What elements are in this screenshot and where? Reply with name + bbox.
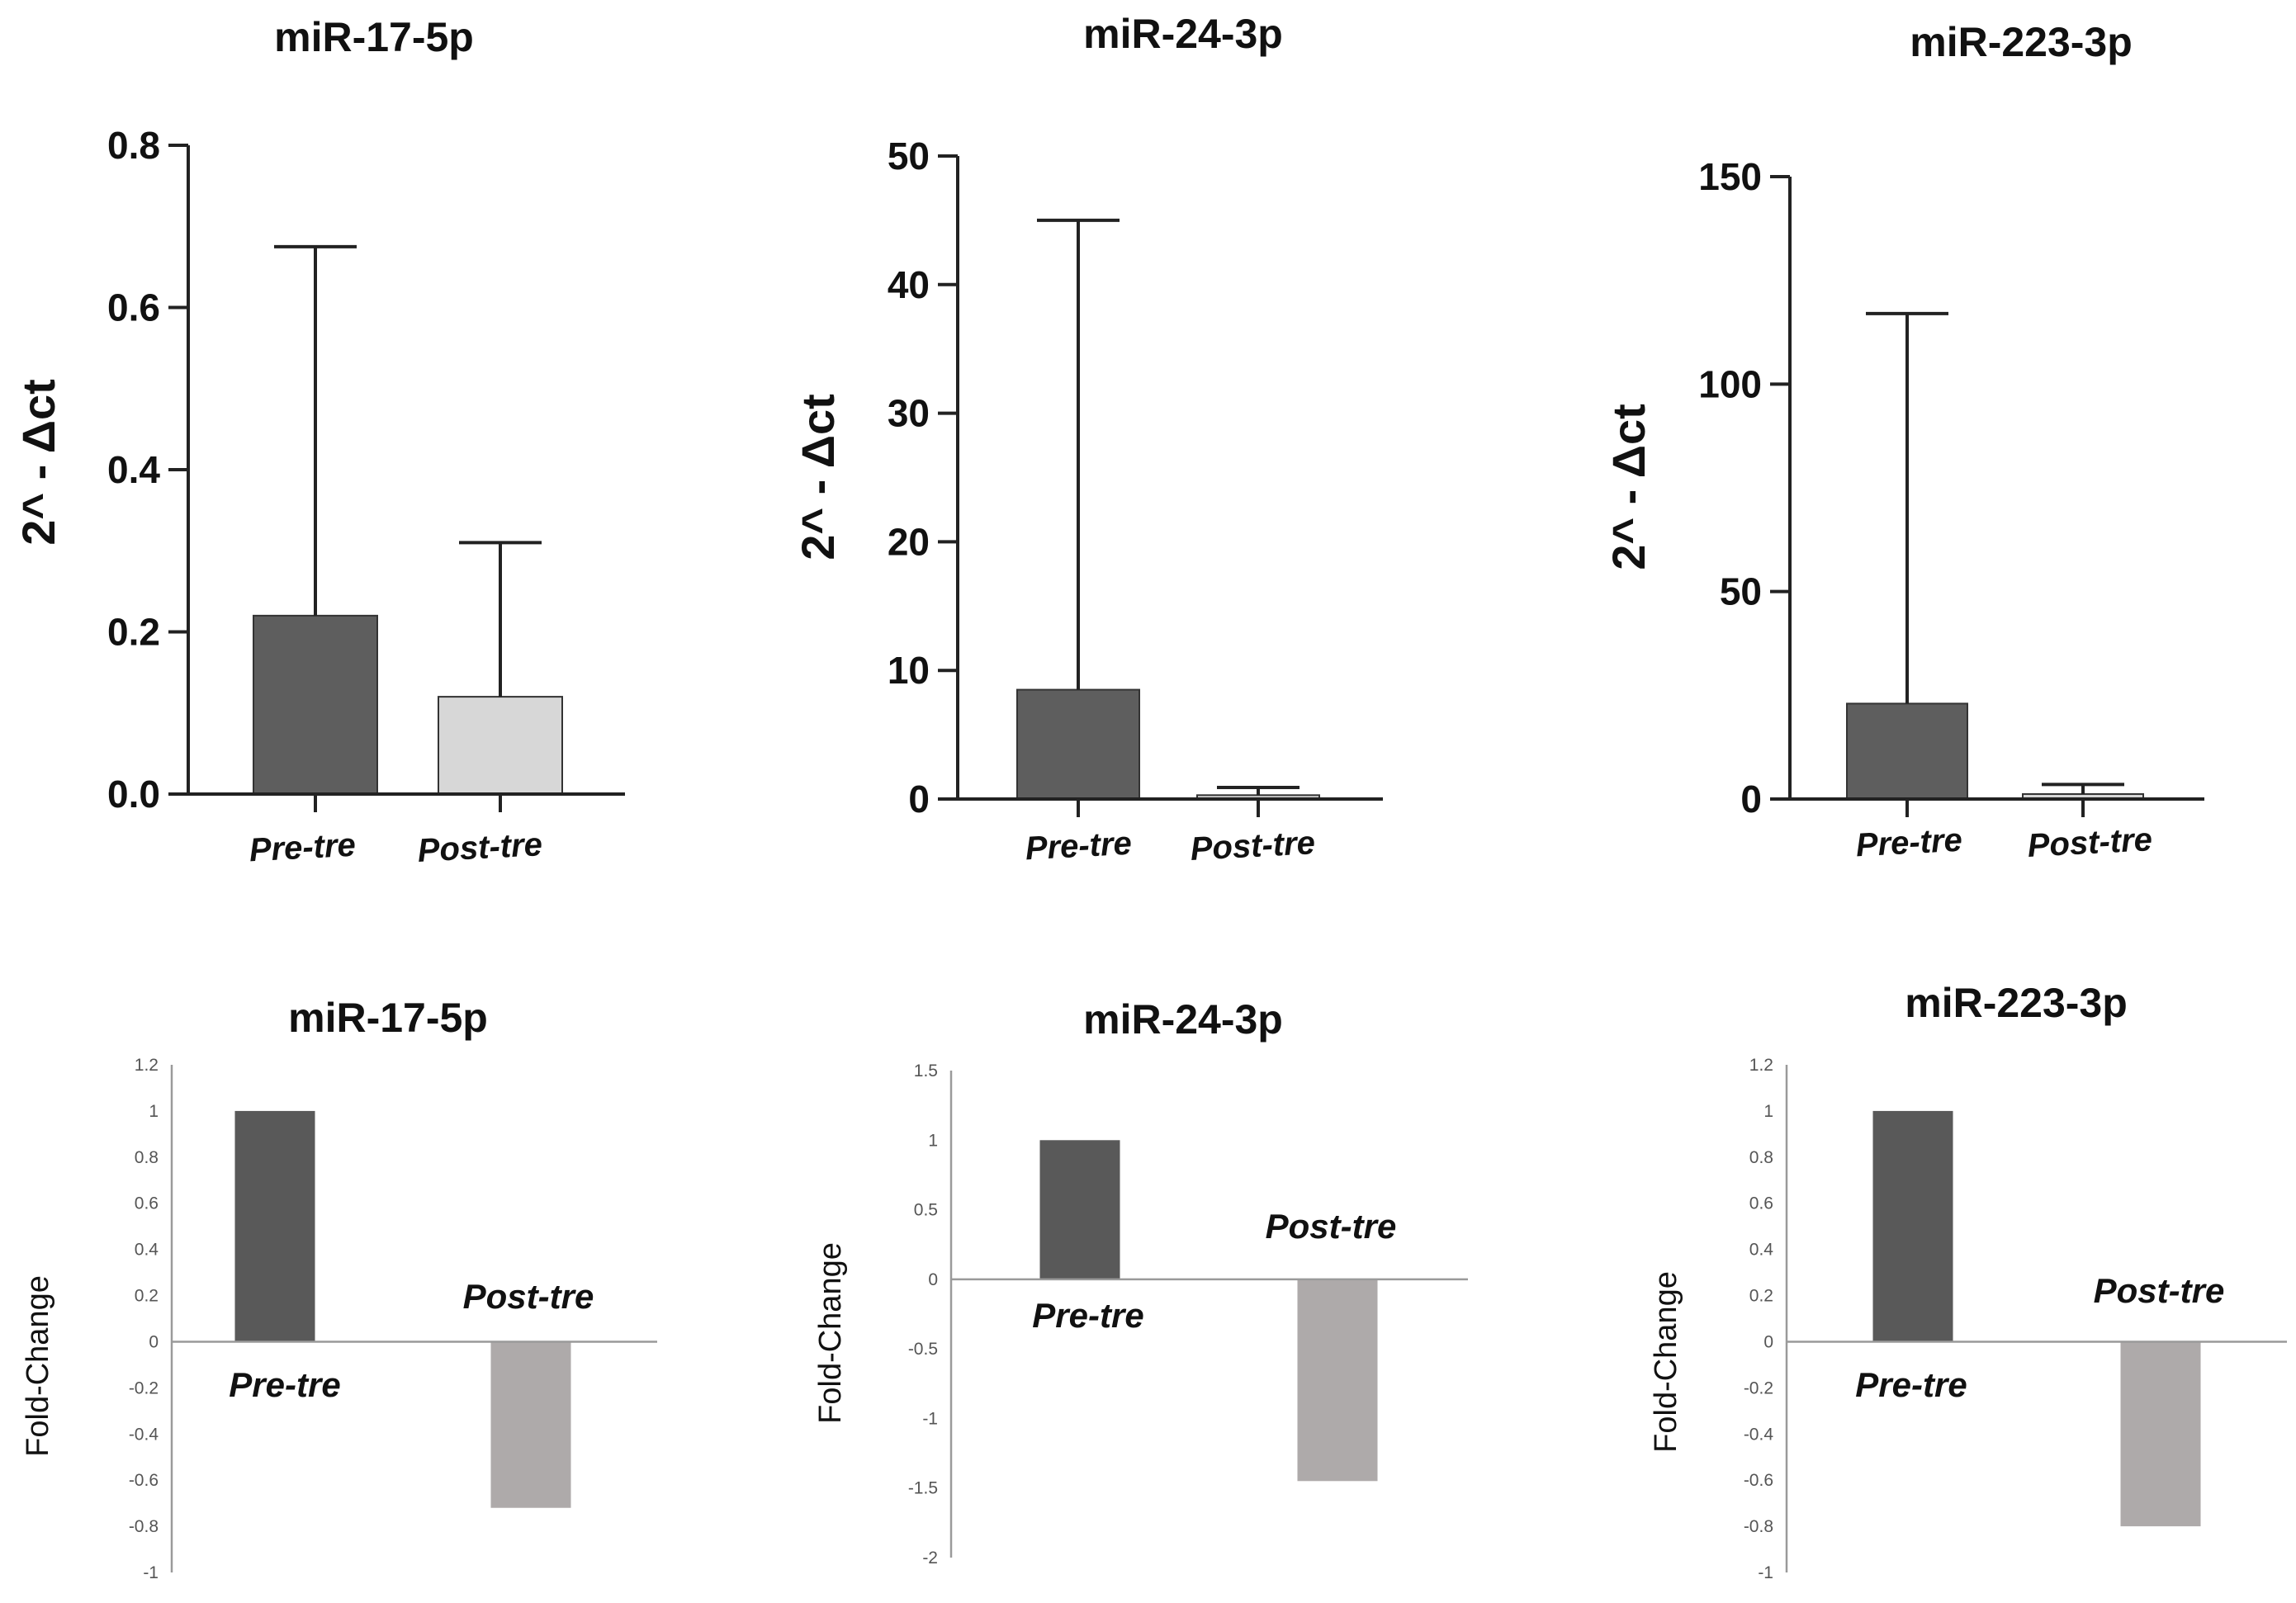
bar-pre-tre xyxy=(1872,1110,1953,1342)
y-tick-label: 0.4 xyxy=(1749,1241,1774,1260)
y-tick-label: 0.8 xyxy=(135,1148,159,1167)
category-label-post-tre: Post-tre xyxy=(1190,825,1316,868)
y-tick-label: 150 xyxy=(1698,155,1762,198)
y-tick-label: 10 xyxy=(888,649,930,692)
y-tick-label: -0.5 xyxy=(908,1340,938,1359)
bar-pre-tre xyxy=(1016,688,1140,800)
y-tick-label: -0.4 xyxy=(1744,1425,1774,1444)
y-tick-label: 50 xyxy=(1720,570,1762,613)
y-tick-label: -1 xyxy=(922,1409,938,1428)
bar-post-tre xyxy=(438,696,563,795)
y-tick-label: 50 xyxy=(888,135,930,177)
y-tick-label: 0.8 xyxy=(107,124,160,167)
y-tick-label: 0.0 xyxy=(107,773,160,816)
category-label-pre-tre: Pre-tre xyxy=(1025,825,1133,868)
category-label-pre-tre: Pre-tre xyxy=(1032,1296,1143,1335)
y-tick-label: 1 xyxy=(928,1131,938,1150)
chart-title: miR-223-3p xyxy=(1905,980,2128,1026)
y-axis-label: Fold-Change xyxy=(813,1242,848,1424)
y-tick-label: 100 xyxy=(1698,362,1762,405)
y-axis-label: 2^ - Δct xyxy=(1602,404,1655,570)
chart-mir24-fold-change: miR-24-3p Fold-Change 1.5 1 0.5 0 -0.5 -1 -1.5 -2… xyxy=(813,996,1468,1568)
category-label-post-tre: Post-tre xyxy=(417,826,543,869)
y-tick-label: 0 xyxy=(1740,778,1762,820)
y-tick-label: 1 xyxy=(1763,1102,1773,1121)
bar-post-tre xyxy=(490,1341,571,1508)
y-tick-label: -0.4 xyxy=(129,1425,159,1444)
y-tick-label: -2 xyxy=(922,1549,938,1568)
chart-mir17-ddct: miR-17-5p 2^ - Δct 0.0 0.2 0.4 0.6 0.8 Pre-tre P… xyxy=(12,14,625,869)
category-label-post-tre: Post-tre xyxy=(2027,821,2153,864)
category-label-pre-tre: Pre-tre xyxy=(249,827,357,869)
y-tick-label: -1 xyxy=(143,1563,159,1582)
chart-mir223-ddct: miR-223-3p 2^ - Δct 0 50 100 150 Pre-tre Post-t… xyxy=(1602,19,2204,864)
y-tick-label: 0.2 xyxy=(1749,1287,1773,1306)
y-tick-label: 0 xyxy=(908,778,930,820)
y-tick-label: 0.6 xyxy=(1749,1194,1773,1213)
category-label-pre-tre: Pre-tre xyxy=(229,1365,340,1404)
y-tick-label: 0.2 xyxy=(135,1287,159,1306)
y-axis-label: 2^ - Δct xyxy=(792,394,844,560)
y-tick-label: 0.6 xyxy=(135,1194,159,1213)
bar-pre-tre xyxy=(1039,1140,1120,1279)
chart-mir223-fold-change: miR-223-3p Fold-Change 1.2 1 0.8 0.6 0.4 0.2 0 -0… xyxy=(1649,980,2287,1582)
y-tick-label: 0.4 xyxy=(135,1241,159,1260)
y-tick-label: -1 xyxy=(1758,1563,1773,1582)
y-tick-label: 1.5 xyxy=(914,1062,938,1080)
chart-mir17-fold-change: miR-17-5p Fold-Change 1.2 1 0.8 0.6 0.4 0.2 0 -0.… xyxy=(21,995,657,1582)
y-tick-label: 0.4 xyxy=(107,448,160,491)
y-tick-label: -0.8 xyxy=(129,1517,159,1536)
y-tick-label: 30 xyxy=(888,392,930,435)
category-label-post-tre: Post-tre xyxy=(1266,1207,1397,1246)
chart-title: miR-17-5p xyxy=(288,995,488,1041)
bar-pre-tre xyxy=(234,1110,315,1342)
category-label-post-tre: Post-tre xyxy=(463,1277,594,1316)
y-tick-label: 1.2 xyxy=(135,1056,159,1075)
y-tick-label: -0.8 xyxy=(1744,1517,1773,1536)
y-tick-label: 0.8 xyxy=(1749,1148,1773,1167)
y-tick-label: -0.2 xyxy=(129,1378,159,1397)
y-tick-label: 0.2 xyxy=(107,611,160,654)
chart-title: miR-223-3p xyxy=(1910,19,2133,65)
y-axis-label: 2^ - Δct xyxy=(12,379,64,546)
y-tick-label: 20 xyxy=(888,520,930,563)
y-tick-label: -1.5 xyxy=(908,1479,938,1498)
y-tick-label: -0.6 xyxy=(129,1471,159,1490)
y-tick-label: 1 xyxy=(149,1102,159,1121)
category-label-pre-tre: Pre-tre xyxy=(1855,1365,1967,1404)
bar-post-tre xyxy=(1297,1279,1378,1482)
chart-title: miR-17-5p xyxy=(274,14,474,60)
chart-mir24-ddct: miR-24-3p 2^ - Δct 0 10 20 30 40 50 Pre-tre Post-… xyxy=(792,11,1383,868)
y-axis-label: Fold-Change xyxy=(1649,1271,1683,1453)
bar-pre-tre xyxy=(253,614,378,795)
y-tick-label: 0 xyxy=(928,1270,938,1289)
bar-post-tre xyxy=(2120,1341,2201,1527)
category-label-pre-tre: Pre-tre xyxy=(1855,822,1963,864)
y-tick-label: 0 xyxy=(149,1332,159,1351)
chart-title: miR-24-3p xyxy=(1083,11,1283,57)
y-tick-label: 0 xyxy=(1763,1332,1773,1351)
bar-pre-tre xyxy=(1846,702,1968,800)
y-tick-label: -0.6 xyxy=(1744,1471,1773,1490)
chart-title: miR-24-3p xyxy=(1083,996,1283,1043)
y-axis-label: Fold-Change xyxy=(21,1275,55,1457)
y-tick-label: 1.2 xyxy=(1749,1056,1773,1075)
y-tick-label: 40 xyxy=(888,263,930,306)
y-tick-label: -0.2 xyxy=(1744,1378,1773,1397)
y-tick-label: 0.5 xyxy=(914,1201,938,1220)
category-label-post-tre: Post-tre xyxy=(2094,1271,2225,1310)
y-tick-label: 0.6 xyxy=(107,286,160,329)
